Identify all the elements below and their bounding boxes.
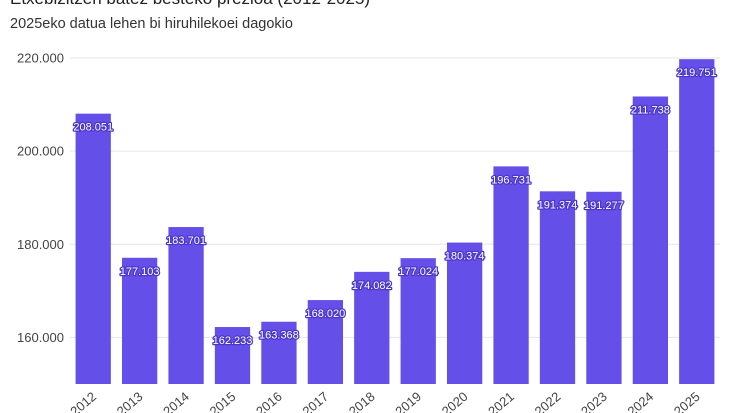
y-tick-label: 160.000 <box>17 330 64 345</box>
bar <box>447 242 483 384</box>
bar <box>75 113 111 385</box>
data-label: 177.024 <box>398 266 438 278</box>
bar <box>679 59 715 384</box>
x-tick-label: 2015 <box>207 389 239 413</box>
chart-title: Etxebizitzen batez besteko prezioa (2012… <box>10 0 370 9</box>
bar <box>632 96 668 384</box>
bar <box>354 271 390 384</box>
data-label: 196.731 <box>491 174 531 186</box>
bar-layer <box>75 59 715 385</box>
x-tick-label: 2021 <box>485 389 517 413</box>
data-label-layer: 208.051 177.103 183.701 162.233 163.368 168.0… <box>72 66 718 348</box>
y-tick-label: 200.000 <box>17 144 64 159</box>
bar <box>168 227 204 384</box>
y-tick-label: 220.000 <box>17 51 64 66</box>
x-tick-label: 2025 <box>671 389 703 413</box>
x-tick-label: 2013 <box>114 389 146 413</box>
bar <box>400 258 436 384</box>
grid-layer <box>70 57 720 338</box>
bar <box>493 166 529 384</box>
y-tick-label: 180.000 <box>17 237 64 252</box>
data-label: 191.374 <box>538 199 578 211</box>
data-label: 191.277 <box>584 200 624 212</box>
data-label: 180.374 <box>445 251 485 263</box>
bar <box>261 321 297 384</box>
x-tick-label: 2019 <box>392 389 424 413</box>
data-label: 177.103 <box>120 266 160 278</box>
bar <box>214 327 251 384</box>
x-tick-label: 2022 <box>532 389 564 413</box>
x-tick-label: 2016 <box>253 389 285 413</box>
bar <box>122 257 158 384</box>
data-label: 162.233 <box>213 335 253 347</box>
x-tick-label: 2018 <box>346 389 378 413</box>
data-label: 219.751 <box>677 67 717 79</box>
data-label: 174.082 <box>352 280 392 292</box>
bar <box>539 191 576 384</box>
x-tick-label: 2024 <box>624 389 656 413</box>
x-tick-label: 2014 <box>160 389 192 413</box>
x-tick-label: 2012 <box>67 389 99 413</box>
data-label: 163.368 <box>259 330 299 342</box>
chart-subtitle: 2025eko datua lehen bi hiruhilekoei dago… <box>10 16 293 32</box>
x-tick-label: 2023 <box>578 389 610 413</box>
x-tick-label: 2017 <box>299 389 331 413</box>
bar <box>586 191 622 384</box>
data-label: 208.051 <box>73 122 113 134</box>
bar <box>307 300 343 384</box>
data-label: 183.701 <box>166 235 206 247</box>
x-tick-label: 2020 <box>439 389 471 413</box>
data-label: 211.738 <box>631 104 670 116</box>
data-label: 168.020 <box>305 308 345 320</box>
